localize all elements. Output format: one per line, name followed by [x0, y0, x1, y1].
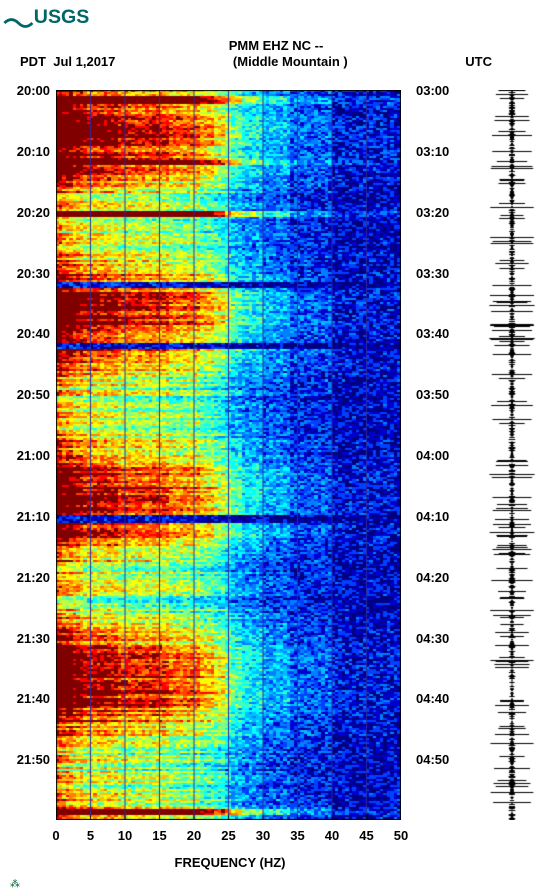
xtick: 0	[52, 828, 59, 843]
ytick-right: 03:40	[416, 326, 466, 341]
ytick-left: 20:00	[4, 83, 50, 98]
xtick: 40	[325, 828, 339, 843]
ytick-right: 04:30	[416, 631, 466, 646]
xtick: 25	[221, 828, 235, 843]
ytick-left: 20:10	[4, 144, 50, 159]
spectrogram-plot	[56, 90, 401, 820]
xtick: 50	[394, 828, 408, 843]
ytick-right: 03:50	[416, 387, 466, 402]
station-line: PMM EHZ NC --	[0, 38, 552, 54]
x-axis-label: FREQUENCY (HZ)	[0, 855, 460, 870]
ytick-left: 21:20	[4, 570, 50, 585]
xtick: 20	[187, 828, 201, 843]
chart-header: PMM EHZ NC -- PDT Jul 1,2017 (Middle Mou…	[0, 38, 552, 69]
xtick: 15	[152, 828, 166, 843]
ytick-right: 04:00	[416, 448, 466, 463]
artifact-glyph: ⁂	[10, 879, 20, 890]
ytick-right: 04:20	[416, 570, 466, 585]
header-date: Jul 1,2017	[53, 54, 115, 69]
xtick: 5	[87, 828, 94, 843]
ytick-right: 04:10	[416, 509, 466, 524]
ytick-left: 21:00	[4, 448, 50, 463]
timeseries-sidebar	[488, 90, 536, 820]
ytick-right: 03:20	[416, 205, 466, 220]
ytick-left: 21:50	[4, 752, 50, 767]
tz-right: UTC	[465, 54, 492, 70]
xtick: 45	[359, 828, 373, 843]
xtick: 10	[118, 828, 132, 843]
ytick-left: 21:30	[4, 631, 50, 646]
usgs-logo: USGS	[2, 2, 102, 30]
header-location: (Middle Mountain )	[233, 54, 348, 70]
ytick-right: 04:50	[416, 752, 466, 767]
ytick-left: 21:40	[4, 691, 50, 706]
tz-left: PDT	[20, 54, 46, 69]
xtick: 30	[256, 828, 270, 843]
ytick-left: 20:20	[4, 205, 50, 220]
xtick: 35	[290, 828, 304, 843]
ytick-right: 03:00	[416, 83, 466, 98]
ytick-right: 03:10	[416, 144, 466, 159]
ytick-left: 20:30	[4, 266, 50, 281]
svg-text:USGS: USGS	[34, 6, 90, 28]
ytick-left: 20:40	[4, 326, 50, 341]
ytick-right: 04:40	[416, 691, 466, 706]
ytick-right: 03:30	[416, 266, 466, 281]
ytick-left: 21:10	[4, 509, 50, 524]
ytick-left: 20:50	[4, 387, 50, 402]
